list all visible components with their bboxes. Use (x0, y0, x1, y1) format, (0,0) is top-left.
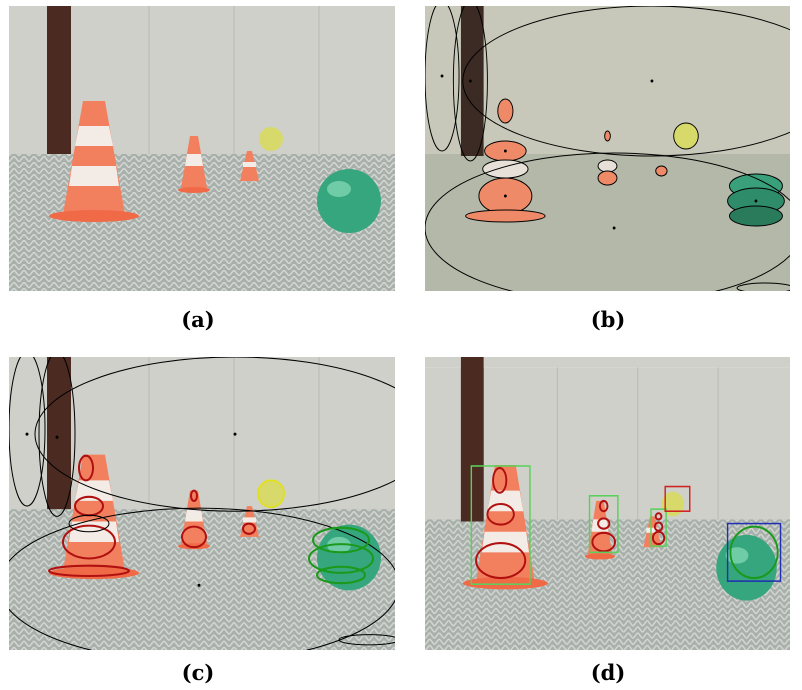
figure: (a) (b) (c) (d) (0, 0, 802, 690)
caption: (c) (158, 660, 238, 685)
panel-d-image (425, 357, 790, 650)
caption: (b) (568, 307, 648, 332)
panel-c-image (9, 357, 395, 650)
panel-a-image (9, 6, 395, 291)
caption: (a) (158, 307, 238, 332)
caption: (d) (568, 660, 648, 685)
panel-b-image (425, 6, 790, 291)
